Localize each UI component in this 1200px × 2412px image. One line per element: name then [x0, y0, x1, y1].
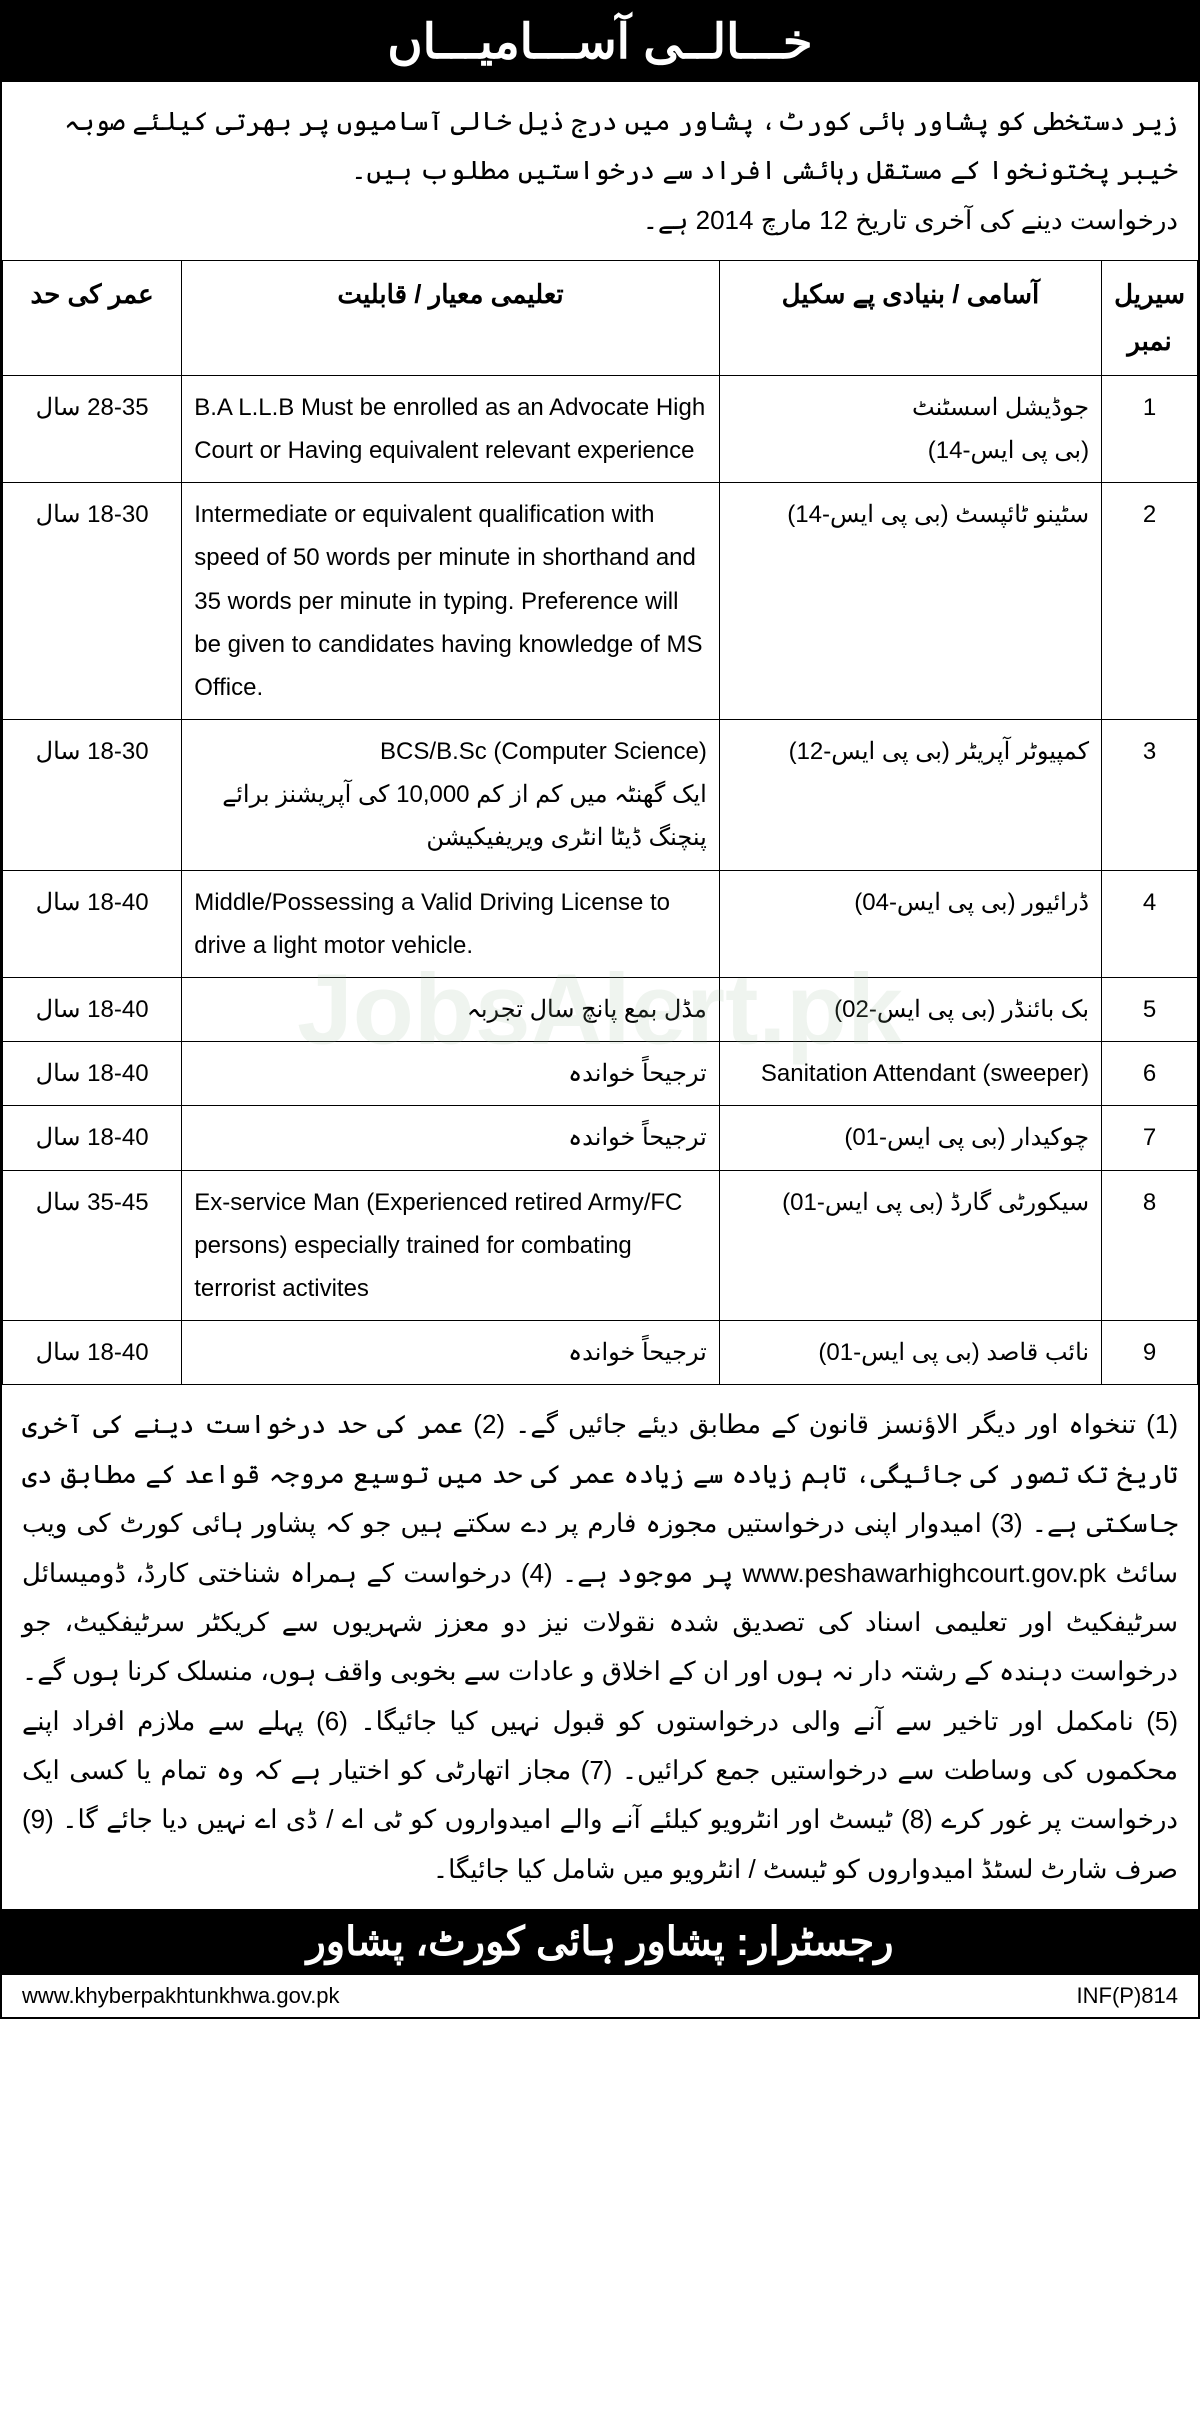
- bottom-row: INF(P)814 www.khyberpakhtunkhwa.gov.pk: [2, 1975, 1198, 2017]
- table-row: 3کمپیوٹر آپریٹر (بی پی ایس-12)BCS/B.Sc (…: [3, 720, 1198, 871]
- cell-serial: 2: [1102, 483, 1198, 720]
- cell-post: Sanitation Attendant (sweeper): [719, 1042, 1101, 1106]
- cell-age: 18-30 سال: [3, 720, 182, 871]
- cell-post: بک بائنڈر (بی پی ایس-02): [719, 978, 1101, 1042]
- cell-qualification: مڈل بمع پانچ سال تجربہ: [182, 978, 720, 1042]
- cell-age: 18-40 سال: [3, 1106, 182, 1170]
- cell-serial: 8: [1102, 1170, 1198, 1321]
- cell-qualification: ترجیحاً خواندہ: [182, 1321, 720, 1385]
- table-row: 1جوڈیشل اسسٹنٹ (بی پی ایس-14)B.A L.L.B M…: [3, 375, 1198, 482]
- cell-post: جوڈیشل اسسٹنٹ (بی پی ایس-14): [719, 375, 1101, 482]
- cell-serial: 3: [1102, 720, 1198, 871]
- cell-post: کمپیوٹر آپریٹر (بی پی ایس-12): [719, 720, 1101, 871]
- table-row: 7چوکیدار (بی پی ایس-01)ترجیحاً خواندہ18-…: [3, 1106, 1198, 1170]
- cell-serial: 5: [1102, 978, 1198, 1042]
- table-row: 6Sanitation Attendant (sweeper)ترجیحاً خ…: [3, 1042, 1198, 1106]
- jobs-table: سیریل نمبر آسامی / بنیادی پے سکیل تعلیمی…: [2, 260, 1198, 1385]
- th-age: عمر کی حد: [3, 261, 182, 376]
- intro-line-2: درخواست دینے کی آخری تاریخ 12 مارچ 2014 …: [22, 196, 1178, 245]
- cell-post: چوکیدار (بی پی ایس-01): [719, 1106, 1101, 1170]
- cell-age: 18-40 سال: [3, 1042, 182, 1106]
- header-title: خـــالــی آســـامیـــاں: [2, 2, 1198, 82]
- cell-qualification: Middle/Possessing a Valid Driving Licens…: [182, 870, 720, 977]
- intro-section: زیر دستخطی کو پشاور ہائی کورٹ، پشاور میں…: [2, 82, 1198, 260]
- th-post: آسامی / بنیادی پے سکیل: [719, 261, 1101, 376]
- bottom-ref: INF(P)814: [1077, 1983, 1178, 2009]
- table-row: 9نائب قاصد (بی پی ایس-01)ترجیحاً خواندہ1…: [3, 1321, 1198, 1385]
- cell-serial: 6: [1102, 1042, 1198, 1106]
- cell-qualification: ترجیحاً خواندہ: [182, 1106, 720, 1170]
- table-row: 5بک بائنڈر (بی پی ایس-02)مڈل بمع پانچ سا…: [3, 978, 1198, 1042]
- cell-qualification: BCS/B.Sc (Computer Science) ایک گھنٹہ می…: [182, 720, 720, 871]
- cell-post: نائب قاصد (بی پی ایس-01): [719, 1321, 1101, 1385]
- cell-post: ڈرائیور (بی پی ایس-04): [719, 870, 1101, 977]
- cell-age: 18-30 سال: [3, 483, 182, 720]
- cell-age: 18-40 سال: [3, 1321, 182, 1385]
- bottom-url: www.khyberpakhtunkhwa.gov.pk: [22, 1983, 340, 2009]
- cell-age: 35-45 سال: [3, 1170, 182, 1321]
- cell-qualification: B.A L.L.B Must be enrolled as an Advocat…: [182, 375, 720, 482]
- th-serial: سیریل نمبر: [1102, 261, 1198, 376]
- jobs-tbody: 1جوڈیشل اسسٹنٹ (بی پی ایس-14)B.A L.L.B M…: [3, 375, 1198, 1385]
- cell-post: سٹینو ٹائپسٹ (بی پی ایس-14): [719, 483, 1101, 720]
- cell-post: سیکورٹی گارڈ (بی پی ایس-01): [719, 1170, 1101, 1321]
- cell-qualification: ترجیحاً خواندہ: [182, 1042, 720, 1106]
- cell-serial: 4: [1102, 870, 1198, 977]
- cell-age: 18-40 سال: [3, 870, 182, 977]
- cell-qualification: Intermediate or equivalent qualification…: [182, 483, 720, 720]
- th-qualification: تعلیمی معیار / قابلیت: [182, 261, 720, 376]
- table-row: 8سیکورٹی گارڈ (بی پی ایس-01)Ex-service M…: [3, 1170, 1198, 1321]
- intro-line-1: زیر دستخطی کو پشاور ہائی کورٹ، پشاور میں…: [22, 97, 1178, 196]
- table-row: 4ڈرائیور (بی پی ایس-04)Middle/Possessing…: [3, 870, 1198, 977]
- cell-age: 28-35 سال: [3, 375, 182, 482]
- table-header-row: سیریل نمبر آسامی / بنیادی پے سکیل تعلیمی…: [3, 261, 1198, 376]
- notes-section: (1) تنخواہ اور دیگر الاؤنسز قانون کے مطا…: [2, 1385, 1198, 1909]
- cell-age: 18-40 سال: [3, 978, 182, 1042]
- cell-serial: 9: [1102, 1321, 1198, 1385]
- table-row: 2سٹینو ٹائپسٹ (بی پی ایس-14)Intermediate…: [3, 483, 1198, 720]
- cell-serial: 1: [1102, 375, 1198, 482]
- page-wrapper: JobsAlert.pk خـــالــی آســـامیـــاں زیر…: [0, 0, 1200, 2019]
- cell-serial: 7: [1102, 1106, 1198, 1170]
- footer-title: رجسٹرار: پشاور ہائی کورٹ، پشاور: [2, 1909, 1198, 1975]
- cell-qualification: Ex-service Man (Experienced retired Army…: [182, 1170, 720, 1321]
- document-container: خـــالــی آســـامیـــاں زیر دستخطی کو پش…: [0, 0, 1200, 2019]
